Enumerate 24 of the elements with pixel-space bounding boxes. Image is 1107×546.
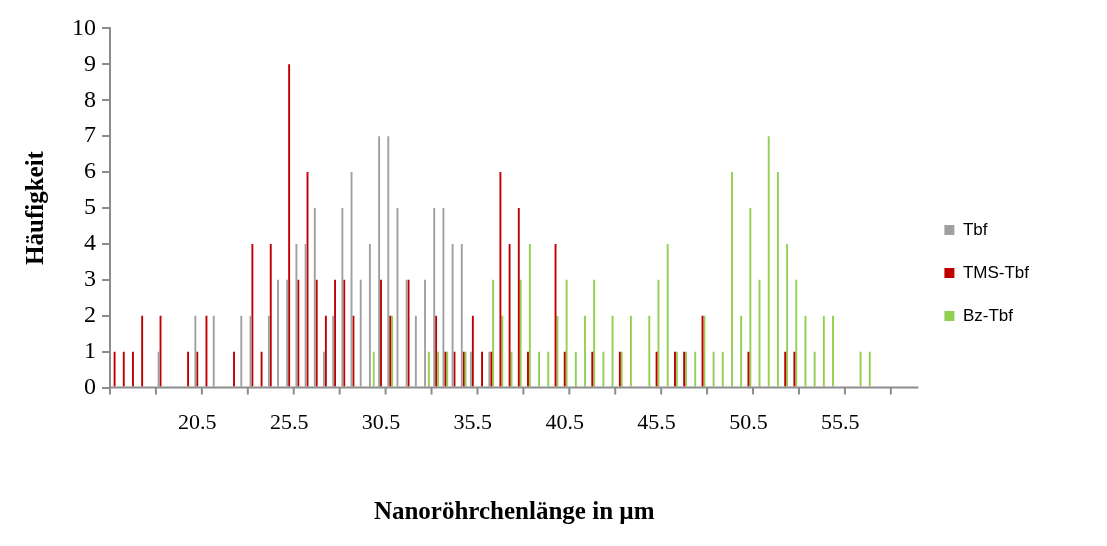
y-axis-title: Häufigkeit: [21, 150, 49, 265]
y-tick-label: 10: [72, 13, 96, 40]
legend-label: Tbf: [962, 219, 988, 239]
x-tick-label: 25.5: [269, 408, 309, 434]
x-tick-label: 45.5: [637, 408, 676, 434]
x-tick-label: 50.5: [729, 408, 768, 434]
x-tick-label: 35.5: [453, 408, 493, 434]
y-tick-label: 9: [84, 49, 96, 76]
x-tick-label: 20.5: [178, 408, 217, 434]
x-tick-label: 40.5: [545, 408, 584, 434]
x-axis-title: Nanoröhrchenlänge in µm: [373, 497, 655, 525]
y-tick-label: 8: [84, 85, 96, 112]
y-tick-label: 4: [84, 229, 96, 256]
x-tick-label: 30.5: [361, 408, 401, 434]
y-tick-label: 3: [84, 265, 96, 292]
y-tick-label: 2: [84, 301, 96, 328]
y-tick-label: 0: [84, 372, 96, 399]
y-tick-label: 5: [84, 193, 96, 220]
legend-label: Bz-Tbf: [962, 305, 1014, 325]
y-tick-label: 1: [84, 336, 96, 363]
y-tick-label: 6: [84, 157, 96, 184]
y-tick-label: 7: [84, 121, 96, 148]
legend-label: TMS-Tbf: [962, 262, 1030, 282]
x-tick-label: 55.5: [821, 408, 860, 434]
